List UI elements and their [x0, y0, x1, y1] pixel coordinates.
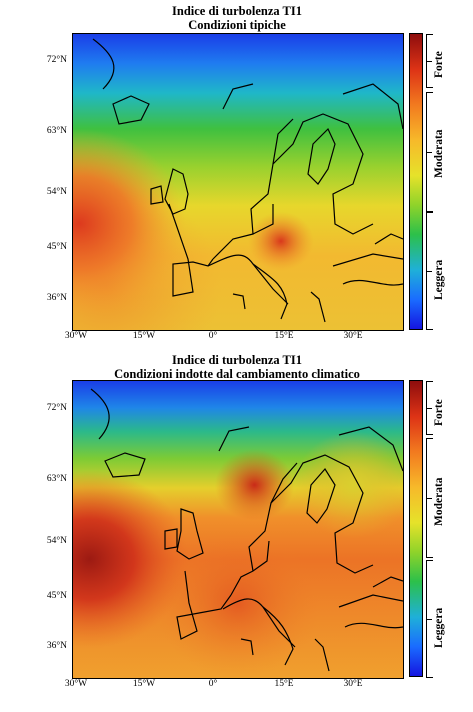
- category-moderata: Moderata: [433, 477, 445, 526]
- category-forte: Forte: [433, 399, 445, 426]
- map-panel-climate-change: Indice di turbolenza TI1 Condizioni indo…: [0, 353, 473, 712]
- heatmap-svg: [73, 381, 403, 678]
- coastlines: [92, 38, 403, 323]
- title-line-1: Indice di turbolenza TI1: [172, 4, 302, 18]
- category-leggera: Leggera: [433, 259, 445, 300]
- title-line-1: Indice di turbolenza TI1: [172, 353, 302, 367]
- panel-title: Indice di turbolenza TI1 Condizioni tipi…: [72, 4, 402, 32]
- lon-tick: 15°E: [274, 331, 294, 341]
- lat-tick: 36°N: [46, 293, 67, 303]
- panel-title: Indice di turbolenza TI1 Condizioni indo…: [72, 353, 402, 381]
- bracket-leggera: [425, 560, 433, 678]
- category-forte: Forte: [433, 51, 445, 78]
- bracket-forte: [425, 381, 433, 435]
- category-moderata: Moderata: [433, 129, 445, 178]
- lon-tick: 30°E: [343, 331, 363, 341]
- title-line-2: Condizioni tipiche: [188, 18, 286, 32]
- colorbar: [409, 33, 423, 330]
- bracket-moderata: [425, 92, 433, 212]
- lon-tick: 30°W: [64, 679, 88, 689]
- bracket-leggera: [425, 212, 433, 330]
- colorbar: [409, 380, 423, 677]
- bracket-moderata: [425, 438, 433, 558]
- heatmap-svg: [73, 34, 403, 330]
- lat-tick: 63°N: [46, 126, 67, 136]
- lon-tick: 0°: [208, 331, 218, 341]
- lon-tick: 0°: [208, 679, 218, 689]
- lat-tick: 36°N: [46, 641, 67, 651]
- lon-tick: 30°W: [64, 331, 88, 341]
- lat-tick: 45°N: [46, 242, 67, 252]
- lat-tick: 54°N: [46, 187, 67, 197]
- map-panel-typical: Indice di turbolenza TI1 Condizioni tipi…: [46, 4, 445, 341]
- lon-tick: 15°E: [274, 679, 294, 689]
- turbulence-map: [72, 380, 404, 679]
- lat-tick: 54°N: [46, 536, 67, 546]
- lat-tick: 72°N: [46, 403, 67, 413]
- lat-tick: 45°N: [46, 591, 67, 601]
- category-leggera: Leggera: [433, 607, 445, 648]
- title-line-2: Condizioni indotte dal cambiamento clima…: [114, 367, 360, 381]
- lon-tick: 30°E: [343, 679, 363, 689]
- bracket-forte: [425, 34, 433, 88]
- lat-tick: 72°N: [46, 55, 67, 65]
- lon-tick: 15°W: [132, 679, 156, 689]
- coastlines: [90, 388, 403, 672]
- lat-tick: 63°N: [46, 474, 67, 484]
- turbulence-map: [72, 33, 404, 331]
- lon-tick: 15°W: [132, 331, 156, 341]
